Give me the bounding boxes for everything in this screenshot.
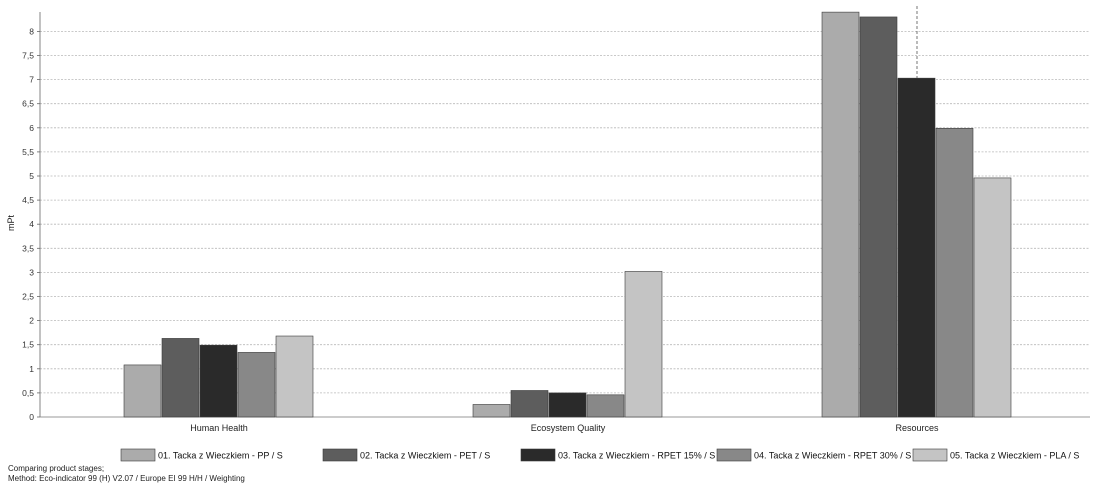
x-category-label: Ecosystem Quality xyxy=(531,423,606,433)
y-tick-label: 1 xyxy=(29,364,34,374)
y-tick-label: 2 xyxy=(29,316,34,326)
legend-swatch xyxy=(322,448,358,462)
y-tick-label: 8 xyxy=(29,26,34,36)
y-tick-label: 4 xyxy=(29,219,34,229)
bar-human-health-s2 xyxy=(161,338,200,418)
y-tick-label: 7,5 xyxy=(22,51,34,61)
bar-resources-s5 xyxy=(973,177,1012,418)
footer: Comparing product stages; Method: Eco-in… xyxy=(8,464,245,483)
bar-resources-s1 xyxy=(821,11,860,418)
y-tick-label: 0,5 xyxy=(22,388,34,398)
bar-resources-s3 xyxy=(897,77,936,418)
legend-swatch xyxy=(716,448,752,462)
legend-swatch xyxy=(912,448,948,462)
bar-resources-s2 xyxy=(859,16,898,418)
legend-label: 03. Tacka z Wieczkiem - RPET 15% / S xyxy=(558,451,715,461)
footer-line-2: Method: Eco-indicator 99 (H) V2.07 / Eur… xyxy=(8,473,245,483)
legend-label: 05. Tacka z Wieczkiem - PLA / S xyxy=(950,451,1079,461)
category-labels: Human Health Ecosystem Quality Resources xyxy=(190,423,939,433)
legend: 01. Tacka z Wieczkiem - PP / S 02. Tacka … xyxy=(120,448,1079,462)
bar-human-health-s4 xyxy=(237,352,276,418)
bar-ecosystem-quality-s4 xyxy=(586,394,625,418)
y-tick-label: 6,5 xyxy=(22,99,34,109)
bar-human-health-s5 xyxy=(275,335,314,418)
bar-human-health-s3 xyxy=(199,344,238,418)
y-tick-label: 6 xyxy=(29,123,34,133)
y-tick-label: 0 xyxy=(29,412,34,422)
legend-label: 02. Tacka z Wieczkiem - PET / S xyxy=(360,451,490,461)
bar-resources-s4 xyxy=(935,127,974,418)
bars xyxy=(123,11,1012,418)
legend-swatch xyxy=(520,448,556,462)
bar-chart: 0 0,5 1 1,5 2 2,5 3 3,5 4 4,5 5 5,5 6 6,5 7 7,5 8 Human … xyxy=(6,6,1090,462)
legend-label: 04. Tacka z Wieczkiem - RPET 30% / S xyxy=(754,451,911,461)
y-tick-label: 3,5 xyxy=(22,243,34,253)
bar-ecosystem-quality-s3 xyxy=(548,392,587,418)
bar-ecosystem-quality-s1 xyxy=(472,404,511,418)
x-category-label: Resources xyxy=(895,423,939,433)
y-axis-label: mPt xyxy=(6,215,16,232)
y-tick-label: 2,5 xyxy=(22,292,34,302)
legend-swatch xyxy=(120,448,156,462)
y-tick-label: 3 xyxy=(29,267,34,277)
y-tick-label: 4,5 xyxy=(22,195,34,205)
bar-ecosystem-quality-s2 xyxy=(510,390,549,418)
x-category-label: Human Health xyxy=(190,423,248,433)
bar-ecosystem-quality-s5 xyxy=(624,271,663,418)
y-tick-label: 5,5 xyxy=(22,147,34,157)
bar-human-health-s1 xyxy=(123,364,162,418)
footer-line-1: Comparing product stages; xyxy=(8,464,105,473)
y-tick-label: 1,5 xyxy=(22,340,34,350)
y-tick-label: 7 xyxy=(29,75,34,85)
legend-label: 01. Tacka z Wieczkiem - PP / S xyxy=(158,451,283,461)
y-tick-label: 5 xyxy=(29,171,34,181)
y-axis-ticks: 0 0,5 1 1,5 2 2,5 3 3,5 4 4,5 5 5,5 6 6,5 7 7,5 8 xyxy=(22,26,40,422)
